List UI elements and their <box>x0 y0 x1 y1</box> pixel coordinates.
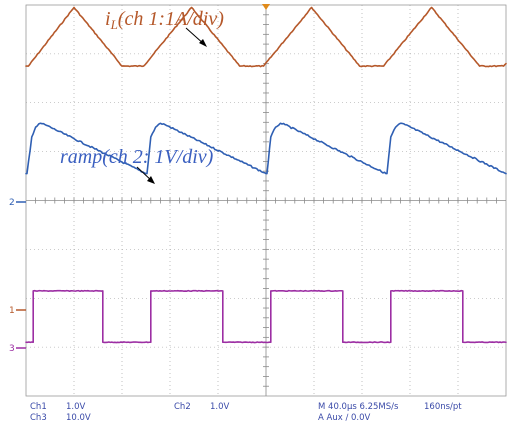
timebase-readout: M 40.0µs 6.25MS/s <box>318 402 399 412</box>
ch1-readout-value: 1.0V <box>66 402 86 412</box>
ch3-trace <box>25 289 507 344</box>
readout-bar: Ch1 1.0V Ch2 1.0V M 40.0µs 6.25MS/s 160n… <box>30 402 462 423</box>
ch2-marker-label: 2 <box>9 198 15 208</box>
ch1-marker-label: 1 <box>9 306 15 316</box>
ch1-readout-label: Ch1 <box>30 402 47 412</box>
il-annotation-main: i <box>105 8 111 30</box>
ch3-readout-value: 10.0V <box>66 413 91 423</box>
ramp-annotation: ramp(ch 2: 1V/div) <box>60 146 214 168</box>
graticule <box>26 5 506 396</box>
waveform-traces <box>25 6 507 344</box>
ch1-trace <box>25 6 507 68</box>
ch2-level-marker: 2 <box>9 198 26 208</box>
resolution-readout: 160ns/pt <box>424 402 462 412</box>
il-annotation-sub: L <box>110 17 118 32</box>
ch3-level-marker: 3 <box>9 344 26 354</box>
ch2-readout-label: Ch2 <box>174 402 191 412</box>
il-annotation-arrow <box>185 27 207 47</box>
il-annotation: iL(ch 1:1A/div) <box>105 8 224 32</box>
il-annotation-rest: (ch 1:1A/div) <box>118 8 224 30</box>
ch3-marker-label: 3 <box>9 344 15 354</box>
ramp-annotation-arrow <box>136 166 155 184</box>
ch3-readout-label: Ch3 <box>30 413 47 423</box>
trigger-readout: A Aux ∕ 0.0V <box>318 413 371 423</box>
ch2-readout-value: 1.0V <box>210 402 230 412</box>
ch2-trace <box>25 122 507 175</box>
ch1-level-marker: 1 <box>9 306 26 316</box>
trigger-position-marker <box>262 4 270 10</box>
